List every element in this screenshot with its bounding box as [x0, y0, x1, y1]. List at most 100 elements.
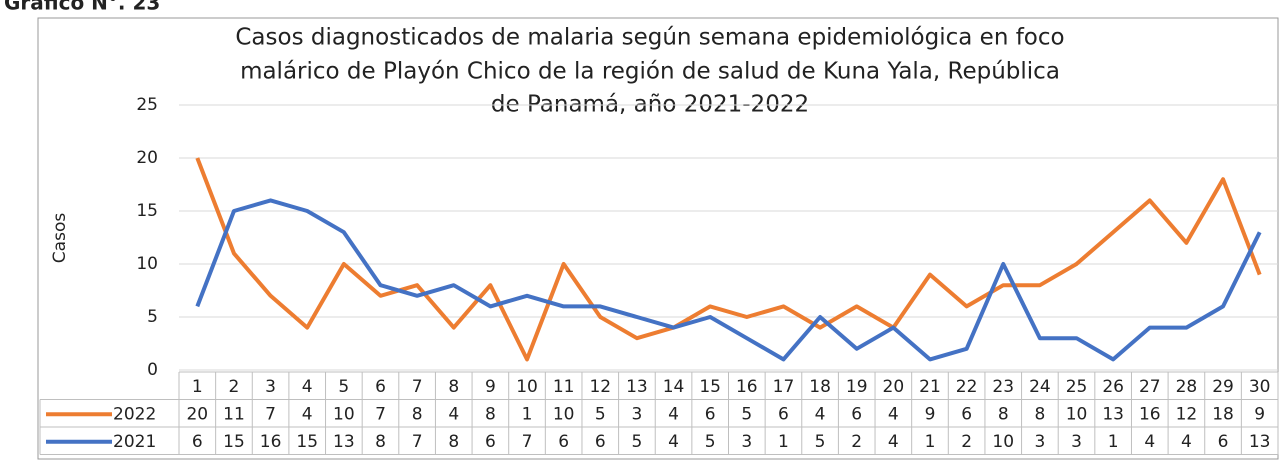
x-tick-label: 26	[1102, 377, 1124, 397]
series-line	[195, 198, 1262, 362]
table-value: 6	[1218, 432, 1229, 452]
table-value: 6	[705, 404, 716, 424]
legend-label: 2021	[113, 432, 156, 452]
x-tick-label: 15	[699, 377, 721, 397]
x-tick-label: 5	[338, 377, 349, 397]
table-value: 8	[485, 404, 496, 424]
table-value: 6	[851, 404, 862, 424]
table-value: 10	[553, 404, 575, 424]
table-value: 13	[333, 432, 355, 452]
table-value: 8	[375, 432, 386, 452]
table-value: 3	[632, 404, 643, 424]
table-value: 10	[992, 432, 1014, 452]
table-value: 20	[186, 404, 208, 424]
x-tick-label: 22	[956, 377, 978, 397]
x-tick-label: 23	[992, 377, 1014, 397]
table-value: 4	[448, 404, 459, 424]
x-tick-label: 7	[412, 377, 423, 397]
table-value: 5	[705, 432, 716, 452]
table-value: 6	[595, 432, 606, 452]
x-tick-label: 1	[192, 377, 203, 397]
table-value: 5	[741, 404, 752, 424]
table-value: 12	[1176, 404, 1198, 424]
table-value: 3	[741, 432, 752, 452]
table-value: 4	[1144, 432, 1155, 452]
table-value: 15	[223, 432, 245, 452]
table-value: 9	[925, 404, 936, 424]
x-tick-label: 16	[736, 377, 758, 397]
table-value: 2	[961, 432, 972, 452]
table-value: 7	[412, 432, 423, 452]
table-value: 8	[448, 432, 459, 452]
table-value: 4	[888, 404, 899, 424]
table-value: 10	[1066, 404, 1088, 424]
table-value: 6	[485, 432, 496, 452]
caption: Gráfico N°. 23	[4, 0, 160, 15]
x-tick-label: 2	[229, 377, 240, 397]
table-value: 7	[265, 404, 276, 424]
x-tick-label: 14	[663, 377, 685, 397]
x-tick-label: 20	[883, 377, 905, 397]
table-value: 5	[595, 404, 606, 424]
table-value: 3	[1034, 432, 1045, 452]
table-value: 5	[815, 432, 826, 452]
x-tick-label: 29	[1212, 377, 1234, 397]
table-value: 15	[296, 432, 318, 452]
table-value: 4	[888, 432, 899, 452]
table-value: 4	[302, 404, 313, 424]
table-value: 11	[223, 404, 245, 424]
table-value: 8	[412, 404, 423, 424]
chart-frame	[37, 17, 1279, 460]
table-value: 6	[192, 432, 203, 452]
x-tick-label: 6	[375, 377, 386, 397]
table-value: 4	[1181, 432, 1192, 452]
table-value: 1	[1108, 432, 1119, 452]
table-value: 6	[961, 404, 972, 424]
table-value: 3	[1071, 432, 1082, 452]
x-tick-label: 12	[589, 377, 611, 397]
x-tick-label: 4	[302, 377, 313, 397]
table-value: 2	[851, 432, 862, 452]
table-value: 6	[778, 404, 789, 424]
table-value: 1	[522, 404, 533, 424]
y-tick-label: 25	[136, 95, 158, 115]
y-tick-label: 0	[147, 360, 158, 380]
x-tick-label: 27	[1139, 377, 1161, 397]
x-tick-label: 10	[516, 377, 538, 397]
table-value: 4	[815, 404, 826, 424]
chart-title: malárico de Playón Chico de la región de…	[240, 59, 1060, 85]
table-value: 8	[1034, 404, 1045, 424]
table-value: 9	[1254, 404, 1265, 424]
legend-label: 2022	[113, 404, 156, 424]
y-tick-label: 10	[136, 254, 158, 274]
table-value: 13	[1102, 404, 1124, 424]
table-value: 6	[558, 432, 569, 452]
table-value: 7	[522, 432, 533, 452]
x-tick-label: 30	[1249, 377, 1271, 397]
x-tick-label: 21	[919, 377, 941, 397]
x-tick-label: 19	[846, 377, 868, 397]
x-tick-label: 8	[448, 377, 459, 397]
x-tick-label: 25	[1066, 377, 1088, 397]
x-tick-label: 13	[626, 377, 648, 397]
y-tick-label: 5	[147, 307, 158, 327]
table-value: 4	[668, 432, 679, 452]
table-value: 5	[632, 432, 643, 452]
table-value: 7	[375, 404, 386, 424]
x-tick-label: 24	[1029, 377, 1051, 397]
table-value: 18	[1212, 404, 1234, 424]
chart-title: Casos diagnosticados de malaria según se…	[235, 25, 1064, 51]
table-value: 4	[668, 404, 679, 424]
y-tick-label: 15	[136, 201, 158, 221]
x-tick-label: 11	[553, 377, 575, 397]
x-tick-label: 3	[265, 377, 276, 397]
y-axis-label: Casos	[50, 213, 70, 264]
table-value: 1	[925, 432, 936, 452]
table-value: 1	[778, 432, 789, 452]
x-tick-label: 17	[773, 377, 795, 397]
x-tick-label: 9	[485, 377, 496, 397]
series-line	[195, 157, 1262, 362]
table-value: 13	[1249, 432, 1271, 452]
